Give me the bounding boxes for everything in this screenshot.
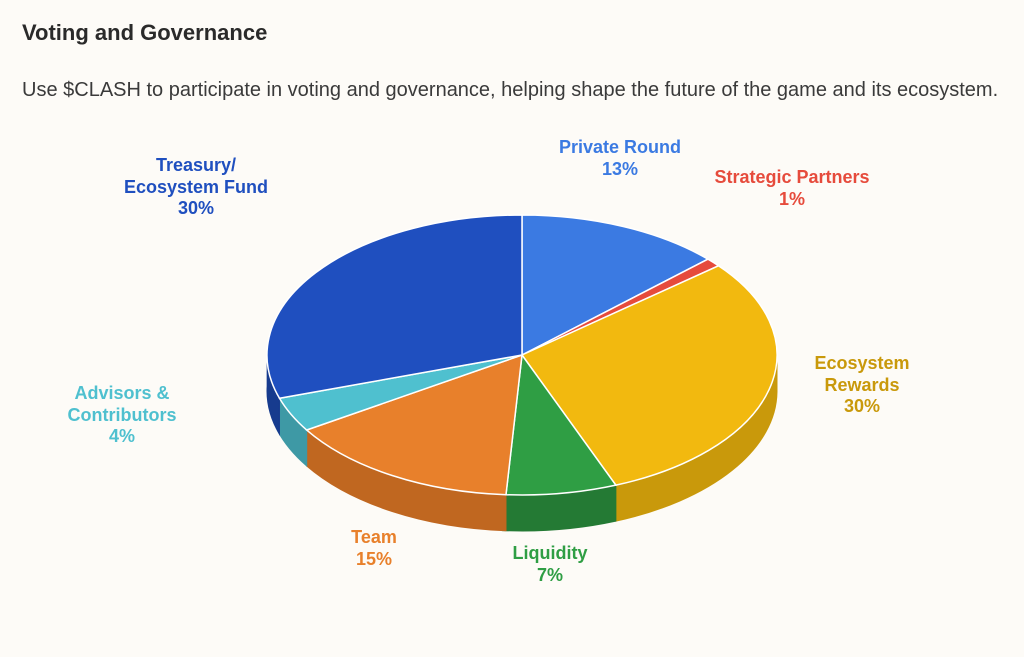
pie-label-line: Team xyxy=(351,527,397,547)
pie-label-line: 30% xyxy=(178,198,214,218)
pie-label-line: Ecosystem xyxy=(814,353,909,373)
pie-label-line: Rewards xyxy=(824,375,899,395)
pie-label: Private Round13% xyxy=(559,137,681,180)
pie-label-line: 15% xyxy=(356,549,392,569)
pie-label-line: Advisors & xyxy=(74,383,169,403)
pie-label-line: 1% xyxy=(779,189,805,209)
page-description: Use $CLASH to participate in voting and … xyxy=(22,74,1002,107)
pie-label: Treasury/Ecosystem Fund30% xyxy=(124,155,268,220)
pie-label-line: Treasury/ xyxy=(156,155,236,175)
pie-label-line: 7% xyxy=(537,565,563,585)
pie-label: EcosystemRewards30% xyxy=(814,353,909,418)
pie-label-line: Strategic Partners xyxy=(714,167,869,187)
pie-label-line: Private Round xyxy=(559,137,681,157)
token-distribution-pie-chart: Private Round13% Strategic Partners1% Ecos… xyxy=(22,125,1002,595)
pie-label-line: Contributors xyxy=(68,405,177,425)
pie-label-line: 4% xyxy=(109,426,135,446)
pie-label: Team15% xyxy=(351,527,397,570)
pie-label: Advisors &Contributors4% xyxy=(68,383,177,448)
pie-label-line: 30% xyxy=(844,396,880,416)
pie-label-line: Liquidity xyxy=(513,543,588,563)
pie-label-line: 13% xyxy=(602,159,638,179)
pie-label: Liquidity7% xyxy=(513,543,588,586)
pie-label: Strategic Partners1% xyxy=(714,167,869,210)
pie-label-line: Ecosystem Fund xyxy=(124,177,268,197)
page-title: Voting and Governance xyxy=(22,20,1002,46)
